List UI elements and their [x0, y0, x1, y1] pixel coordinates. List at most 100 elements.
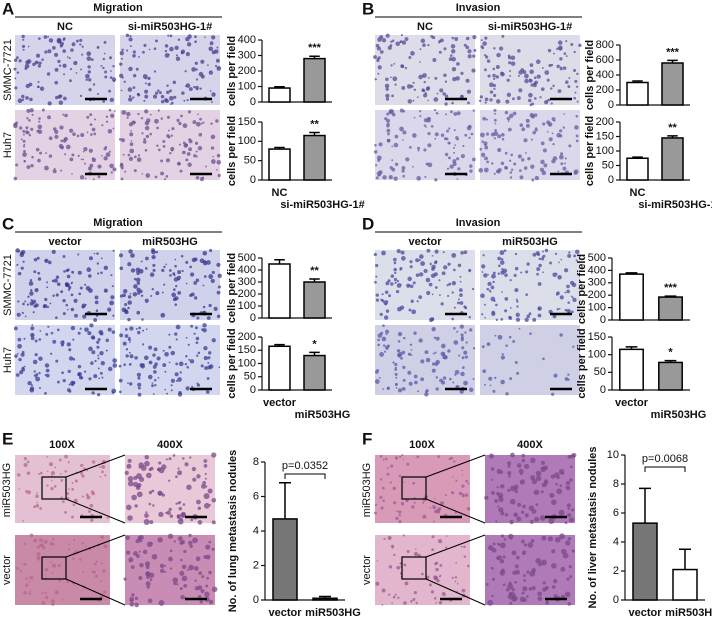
cell — [52, 294, 55, 297]
bar — [272, 518, 298, 601]
cell — [437, 539, 443, 544]
cell — [52, 46, 56, 50]
cell — [530, 539, 535, 543]
cell — [62, 63, 67, 68]
micrograph — [118, 248, 222, 322]
cell — [84, 177, 87, 180]
cell — [483, 167, 489, 173]
cell — [119, 333, 124, 338]
cell — [386, 122, 390, 126]
cell — [509, 591, 516, 598]
cell — [547, 536, 554, 542]
cell — [178, 121, 182, 126]
cell — [449, 54, 453, 57]
cell — [517, 502, 522, 507]
cell — [71, 153, 75, 157]
cell — [99, 466, 102, 469]
cell — [22, 48, 25, 51]
cell — [178, 143, 181, 146]
cell — [85, 73, 90, 79]
cell — [182, 503, 186, 506]
error-bar — [274, 343, 285, 347]
cell — [97, 392, 101, 397]
cell — [390, 274, 395, 278]
cell — [127, 300, 132, 305]
cell — [153, 378, 157, 382]
cell — [508, 61, 512, 65]
panel-title: Invasion — [456, 217, 501, 229]
cell — [445, 546, 448, 549]
cell — [388, 109, 393, 114]
cell — [23, 590, 27, 595]
cell — [120, 177, 124, 181]
cell — [33, 374, 36, 377]
cell — [204, 36, 206, 39]
micrograph — [124, 452, 217, 525]
cell — [530, 138, 533, 141]
cell — [206, 260, 211, 265]
cell — [489, 384, 492, 387]
cell — [81, 53, 84, 56]
cell — [16, 312, 21, 317]
cell — [377, 37, 382, 42]
cell — [129, 326, 134, 331]
cell — [106, 516, 109, 519]
cell — [46, 484, 49, 487]
cell — [541, 535, 547, 541]
zoom-line — [425, 578, 486, 606]
cell — [146, 472, 152, 479]
y-tick-label: 300 — [238, 49, 256, 61]
cell — [567, 373, 570, 376]
x-tick-label: NC — [272, 187, 288, 199]
cell — [555, 272, 558, 275]
cell — [216, 169, 218, 171]
cell — [446, 167, 450, 170]
cell — [393, 501, 397, 505]
cell — [128, 97, 133, 102]
cell — [132, 292, 138, 297]
cell — [160, 568, 165, 574]
cell — [199, 117, 202, 121]
cell — [385, 281, 390, 286]
cell — [401, 454, 404, 457]
cell — [143, 138, 146, 141]
micrograph-bg — [15, 35, 115, 105]
cell — [91, 391, 95, 395]
cell — [406, 549, 410, 553]
cell — [393, 267, 397, 272]
cell — [191, 385, 194, 388]
y-tick-label: 0 — [608, 174, 614, 186]
cell — [211, 520, 216, 525]
cell — [375, 581, 380, 586]
cell — [557, 89, 562, 93]
cell — [125, 348, 129, 351]
cell — [145, 581, 151, 587]
cell — [148, 572, 155, 578]
cell — [516, 463, 522, 468]
cell — [188, 533, 192, 538]
cell — [463, 545, 466, 549]
cell — [208, 46, 214, 52]
cell — [202, 328, 207, 333]
cell — [64, 113, 68, 118]
cell — [519, 479, 525, 485]
cell — [93, 252, 96, 255]
cell — [19, 569, 23, 573]
cell — [149, 466, 154, 471]
cell — [177, 392, 183, 397]
cell — [444, 152, 449, 157]
cell — [93, 374, 98, 379]
y-tick-label: 100 — [596, 145, 614, 157]
cell — [516, 96, 521, 101]
cell — [68, 285, 72, 290]
column-header: si-miR503HG-1# — [488, 21, 572, 33]
cell — [60, 169, 63, 172]
cell — [398, 510, 402, 514]
cell — [427, 162, 433, 168]
cell — [483, 273, 488, 278]
cell — [391, 159, 394, 162]
cell — [196, 354, 199, 357]
cell — [452, 76, 457, 82]
cell — [99, 475, 102, 478]
error-bar — [274, 259, 285, 264]
